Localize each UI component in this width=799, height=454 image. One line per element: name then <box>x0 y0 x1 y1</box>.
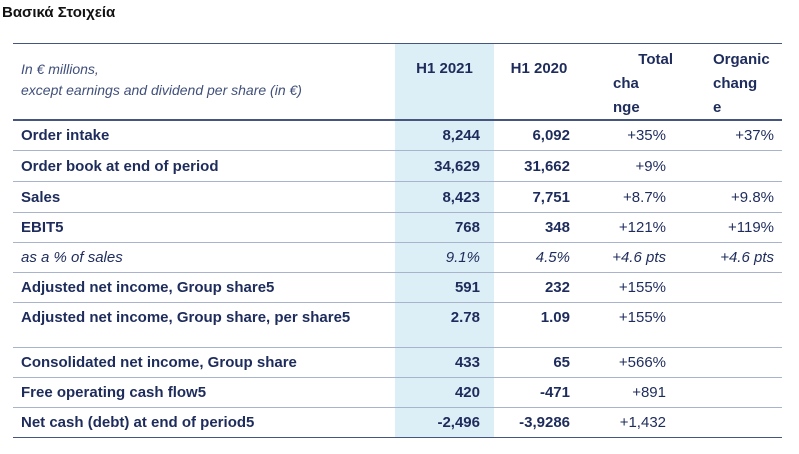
value-h1-2020: 232 <box>544 279 570 296</box>
value-h1-2020: 65 <box>553 354 570 371</box>
value-total-change: +566% <box>618 354 666 371</box>
total-change-line3: nge <box>613 99 640 116</box>
value-total-change: +1,432 <box>619 414 666 431</box>
row-label: EBIT5 <box>21 219 64 236</box>
value-h1-2021: 433 <box>454 354 480 371</box>
row-label: Net cash (debt) at end of period5 <box>21 414 255 431</box>
value-h1-2021: 768 <box>454 219 480 236</box>
page-title: Βασικά Στοιχεία <box>2 4 116 21</box>
value-organic-change <box>678 378 782 407</box>
value-organic-change: +4.6 pts <box>720 249 774 266</box>
value-h1-2021: 8,244 <box>442 127 480 144</box>
organic-change-line1: Organic <box>713 51 770 68</box>
column-header-h1-2020: H1 2020 <box>510 60 568 77</box>
total-change-line2: cha <box>613 75 639 92</box>
value-total-change: +35% <box>627 127 666 144</box>
units-description-line2: except earnings and dividend per share (… <box>21 82 302 98</box>
units-description: In € millions, except earnings and divid… <box>21 43 389 119</box>
value-total-change: +121% <box>618 219 666 236</box>
column-header-h1-2021: H1 2021 <box>416 60 473 77</box>
value-h1-2021: 2.78 <box>450 309 480 326</box>
value-organic-change: +9.8% <box>731 188 774 206</box>
table-row-consolidated-net-income: Consolidated net income, Group share 433… <box>13 348 782 378</box>
value-organic-change <box>678 151 782 181</box>
row-label: Free operating cash flow5 <box>21 384 207 401</box>
table-top-rule <box>13 43 782 44</box>
row-label: Consolidated net income, Group share <box>21 354 297 371</box>
row-label: Order intake <box>21 127 110 144</box>
row-label: as a % of sales <box>21 249 123 266</box>
value-organic-change <box>678 303 782 347</box>
value-total-change: +4.6 pts <box>612 249 666 266</box>
table-row-ebit-margin: as a % of sales 9.1% 4.5% +4.6 pts +4.6 … <box>13 243 782 273</box>
value-h1-2021: 420 <box>454 384 480 401</box>
table-row-adjusted-net-income: Adjusted net income, Group share5 591 23… <box>13 273 782 303</box>
table-row-net-cash: Net cash (debt) at end of period5 -2,496… <box>13 408 782 438</box>
value-total-change: +891 <box>632 384 666 401</box>
table-row-adjusted-net-income-per-share: Adjusted net income, Group share, per sh… <box>13 303 782 348</box>
value-h1-2021: 8,423 <box>442 188 480 206</box>
table-row-ebit: EBIT5 768 348 +121% +119% <box>13 213 782 243</box>
table-row-free-operating-cash-flow: Free operating cash flow5 420 -471 +891 <box>13 378 782 408</box>
value-h1-2020: 348 <box>544 219 570 236</box>
value-h1-2020: 6,092 <box>532 127 570 144</box>
table-row-order-book: Order book at end of period 34,629 31,66… <box>13 151 782 182</box>
value-h1-2021: 34,629 <box>434 157 480 175</box>
total-change-line1: Total <box>638 51 673 68</box>
row-label: Adjusted net income, Group share5 <box>21 279 275 296</box>
value-total-change: +155% <box>618 309 666 326</box>
value-h1-2020: -471 <box>539 384 570 401</box>
value-total-change: +9% <box>635 157 666 175</box>
table-row-order-intake: Order intake 8,244 6,092 +35% +37% <box>13 121 782 151</box>
value-organic-change: +37% <box>735 127 774 144</box>
value-organic-change: +119% <box>727 219 774 236</box>
value-organic-change <box>678 273 782 302</box>
value-total-change: +155% <box>618 279 666 296</box>
value-h1-2020: 1.09 <box>540 309 570 326</box>
value-h1-2021: -2,496 <box>437 414 480 431</box>
table-row-sales: Sales 8,423 7,751 +8.7% +9.8% <box>13 182 782 213</box>
value-h1-2020: 31,662 <box>524 157 570 175</box>
value-organic-change <box>678 348 782 377</box>
row-label: Adjusted net income, Group share, per sh… <box>21 309 351 326</box>
value-h1-2020: 7,751 <box>532 188 570 206</box>
row-label: Sales <box>21 188 61 206</box>
column-header-organic-change: Organic chang e <box>713 43 777 119</box>
key-figures-table: In € millions, except earnings and divid… <box>13 43 782 438</box>
table-header-row: In € millions, except earnings and divid… <box>13 43 782 121</box>
value-organic-change <box>678 408 782 437</box>
value-h1-2021: 9.1% <box>445 249 480 266</box>
value-h1-2021: 591 <box>454 279 480 296</box>
units-description-line1: In € millions, <box>21 61 99 77</box>
organic-change-line3: e <box>713 99 722 116</box>
row-label: Order book at end of period <box>21 157 219 175</box>
value-total-change: +8.7% <box>623 188 666 206</box>
value-h1-2020: 4.5% <box>535 249 570 266</box>
column-header-total-change: Total cha nge <box>613 43 673 119</box>
h1-2021-column-highlight <box>395 43 494 438</box>
value-h1-2020: -3,9286 <box>519 414 570 431</box>
organic-change-line2: chang <box>713 75 758 92</box>
